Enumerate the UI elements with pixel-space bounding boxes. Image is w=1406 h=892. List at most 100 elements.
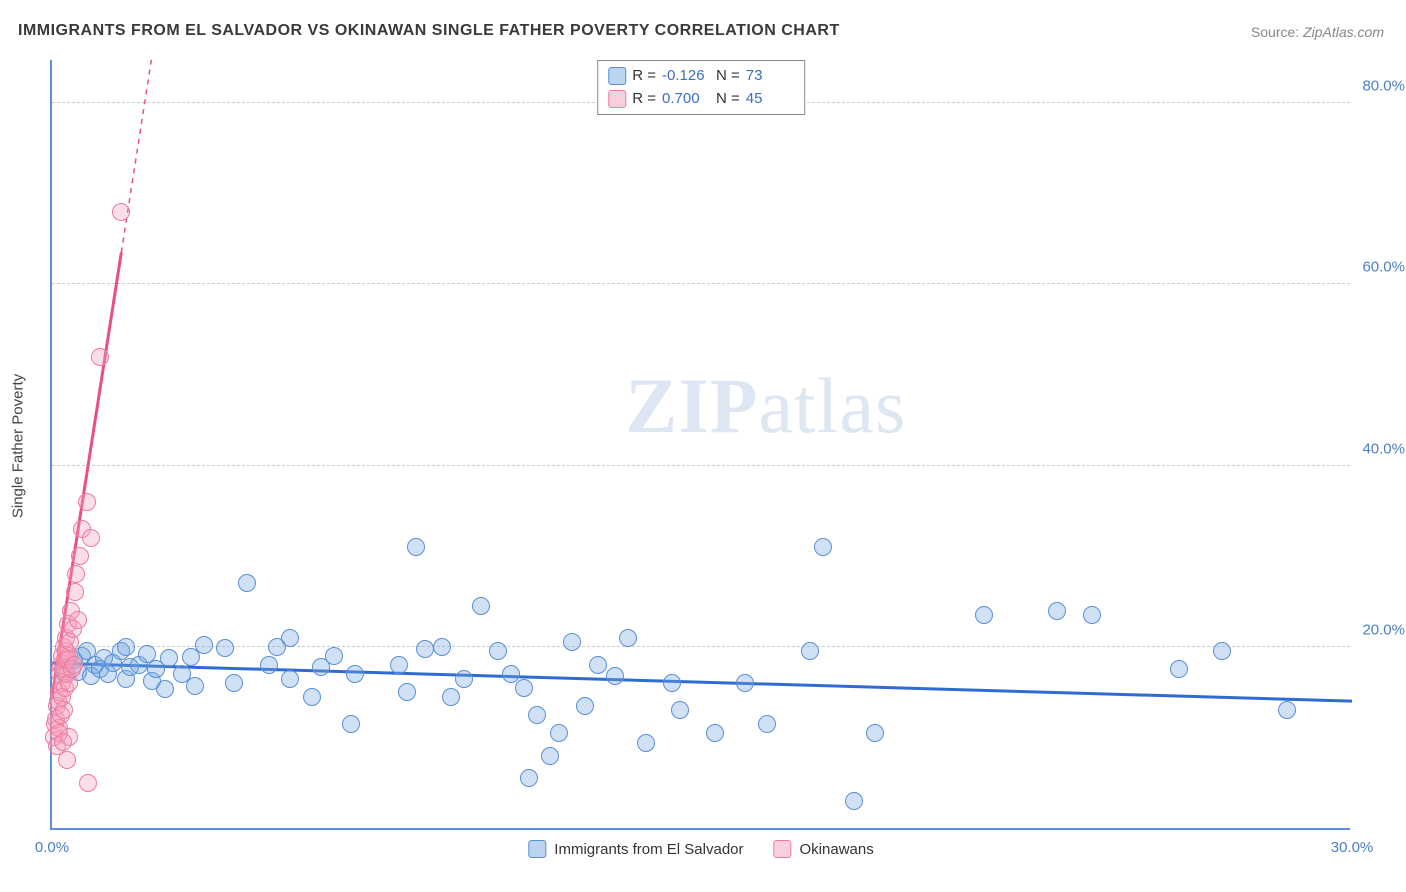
data-point-blue [706,724,724,742]
data-point-blue [663,674,681,692]
data-point-blue [186,677,204,695]
data-point-blue [637,734,655,752]
r-value-pink: 0.700 [662,88,710,111]
gridline [52,465,1350,466]
chart-title: IMMIGRANTS FROM EL SALVADOR VS OKINAWAN … [18,22,840,40]
data-point-blue [281,629,299,647]
data-point-blue [216,639,234,657]
data-point-blue [866,724,884,742]
data-point-blue [117,638,135,656]
data-point-blue [342,715,360,733]
data-point-blue [442,688,460,706]
watermark-zip: ZIP [625,362,758,449]
watermark-text: ZIPatlas [625,361,906,451]
watermark-atlas: atlas [758,362,906,449]
data-point-blue [281,670,299,688]
data-point-blue [975,606,993,624]
correlation-legend: R = -0.126 N = 73 R = 0.700 N = 45 [597,60,805,115]
data-point-blue [845,792,863,810]
data-point-blue [390,656,408,674]
swatch-pink-icon [774,840,792,858]
n-label: N = [716,65,740,88]
data-point-blue [563,633,581,651]
data-point-blue [589,656,607,674]
data-point-pink [71,547,89,565]
data-point-blue [520,769,538,787]
data-point-blue [1213,642,1231,660]
data-point-blue [814,538,832,556]
y-axis-label: Single Father Poverty [10,374,27,518]
source-attribution: Source: ZipAtlas.com [1251,24,1384,40]
data-point-blue [550,724,568,742]
data-point-blue [260,656,278,674]
data-point-blue [407,538,425,556]
data-point-blue [455,670,473,688]
legend-label-pink: Okinawans [800,841,874,858]
data-point-blue [398,683,416,701]
data-point-pink [112,203,130,221]
data-point-blue [541,747,559,765]
data-point-blue [156,680,174,698]
data-point-blue [346,665,364,683]
data-point-blue [515,679,533,697]
data-point-blue [433,638,451,656]
x-tick-label: 30.0% [1331,839,1374,856]
r-value-blue: -0.126 [662,65,710,88]
legend-item-blue: Immigrants from El Salvador [528,840,743,858]
data-point-pink [66,583,84,601]
y-tick-label: 80.0% [1362,78,1405,95]
scatter-plot-area: ZIPatlas R = -0.126 N = 73 R = 0.700 N =… [50,60,1350,830]
data-point-pink [78,493,96,511]
y-tick-label: 20.0% [1362,621,1405,638]
data-point-pink [91,348,109,366]
data-point-blue [489,642,507,660]
x-tick-label: 0.0% [35,839,69,856]
data-point-blue [472,597,490,615]
series-legend: Immigrants from El Salvador Okinawans [528,840,873,858]
data-point-blue [1083,606,1101,624]
n-value-blue: 73 [746,65,794,88]
data-point-blue [736,674,754,692]
data-point-blue [801,642,819,660]
data-point-blue [416,640,434,658]
data-point-blue [160,649,178,667]
r-label: R = [632,88,656,111]
data-point-blue [1278,701,1296,719]
data-point-pink [79,774,97,792]
data-point-blue [225,674,243,692]
data-point-pink [54,733,72,751]
gridline [52,283,1350,284]
gridline [52,646,1350,647]
data-point-blue [619,629,637,647]
source-name: ZipAtlas.com [1303,24,1384,40]
legend-row-pink: R = 0.700 N = 45 [608,88,794,111]
legend-item-pink: Okinawans [774,840,874,858]
data-point-pink [69,611,87,629]
data-point-blue [238,574,256,592]
trendlines [52,58,1352,828]
data-point-blue [303,688,321,706]
swatch-blue-icon [608,67,626,85]
data-point-blue [1048,602,1066,620]
data-point-blue [1170,660,1188,678]
data-point-blue [528,706,546,724]
data-point-pink [55,701,73,719]
data-point-pink [67,565,85,583]
legend-label-blue: Immigrants from El Salvador [554,841,743,858]
n-value-pink: 45 [746,88,794,111]
data-point-blue [758,715,776,733]
swatch-blue-icon [528,840,546,858]
y-tick-label: 60.0% [1362,259,1405,276]
n-label: N = [716,88,740,111]
y-tick-label: 40.0% [1362,440,1405,457]
data-point-blue [195,636,213,654]
swatch-pink-icon [608,90,626,108]
data-point-pink [58,751,76,769]
legend-row-blue: R = -0.126 N = 73 [608,65,794,88]
data-point-blue [606,667,624,685]
data-point-blue [325,647,343,665]
source-prefix: Source: [1251,24,1303,40]
data-point-blue [671,701,689,719]
r-label: R = [632,65,656,88]
data-point-blue [576,697,594,715]
